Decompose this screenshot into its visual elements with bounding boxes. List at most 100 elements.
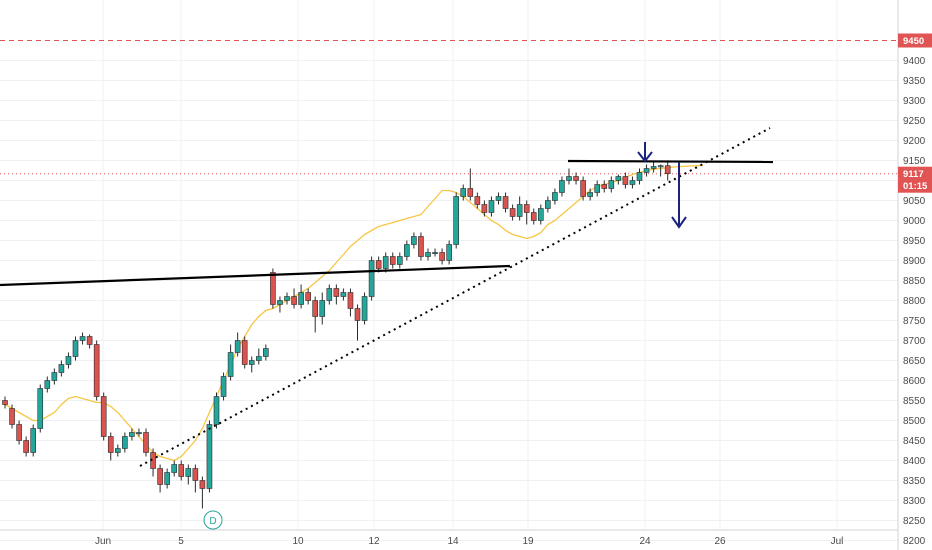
- candle-body: [23, 440, 29, 453]
- moving-average: [4, 164, 703, 462]
- candle-body: [115, 448, 121, 453]
- candle-body: [220, 376, 227, 397]
- candle-body: [263, 348, 269, 357]
- candle-body: [608, 180, 615, 189]
- candle-body: [439, 252, 445, 261]
- chart-grid: [0, 0, 898, 541]
- candle-body: [277, 300, 283, 305]
- x-tick-label: 24: [639, 536, 651, 547]
- candle-body: [213, 396, 220, 425]
- candle-body: [594, 184, 601, 193]
- x-tick-label: 26: [714, 536, 726, 547]
- candle-body: [615, 176, 622, 181]
- candle-body: [72, 340, 79, 357]
- target-arrow-icon: [671, 162, 687, 229]
- neckline: [567, 159, 774, 164]
- candle-body: [537, 208, 544, 221]
- y-tick-label: 8700: [903, 336, 926, 347]
- y-tick-label: 9150: [903, 156, 926, 167]
- candle-body: [129, 432, 135, 437]
- resistance-badge-label: 9450: [903, 36, 924, 47]
- y-tick-label: 8500: [903, 416, 926, 427]
- candle-body: [9, 408, 15, 425]
- trend-drawings: [0, 127, 774, 467]
- candle-body: [44, 380, 51, 389]
- x-tick-label: 10: [292, 536, 304, 547]
- candle-body: [580, 180, 586, 197]
- candle-body: [404, 244, 410, 257]
- candle-body: [65, 356, 72, 365]
- candle-body: [495, 196, 502, 201]
- candle-body: [171, 464, 177, 473]
- x-tick-label: 19: [522, 536, 534, 547]
- candle-body: [643, 168, 650, 173]
- dotted-trendline: [139, 127, 771, 467]
- candle-body: [425, 252, 431, 257]
- candle-body: [157, 468, 163, 485]
- candle-body: [509, 208, 516, 217]
- candle-body: [530, 212, 537, 221]
- candle-body: [432, 252, 438, 255]
- countdown-label: 01:15: [903, 181, 928, 192]
- candle-body: [664, 165, 671, 174]
- candle-body: [389, 256, 396, 265]
- candle-body: [481, 204, 488, 213]
- y-tick-label: 8250: [903, 516, 926, 527]
- candle-body: [587, 192, 593, 197]
- x-tick-label: 14: [447, 536, 459, 547]
- y-tick-label: 8750: [903, 316, 926, 327]
- candle-body: [270, 272, 276, 305]
- candle-body: [319, 300, 326, 317]
- candle-body: [411, 236, 417, 245]
- candle-body: [622, 176, 629, 185]
- candle-body: [248, 360, 255, 365]
- candle-body: [199, 480, 206, 489]
- candle-body: [354, 308, 361, 321]
- candle-body: [178, 464, 185, 477]
- x-tick-label: 12: [368, 536, 380, 547]
- y-tick-label: 9250: [903, 116, 926, 127]
- interval-label: D: [209, 516, 216, 527]
- candle-body: [467, 188, 474, 197]
- candle-body: [488, 200, 495, 213]
- candle-body: [573, 176, 579, 181]
- x-tick-label: Jun: [95, 536, 111, 547]
- last-price-label: 9117: [903, 169, 924, 180]
- candle-body: [206, 424, 213, 489]
- candle-body: [227, 352, 234, 377]
- candle-body: [305, 292, 311, 301]
- interval-badge[interactable]: D: [203, 510, 223, 530]
- candle-body: [629, 180, 636, 185]
- candle-body: [58, 364, 65, 373]
- candle-body: [382, 256, 389, 269]
- candle-body: [552, 192, 558, 201]
- candle-body: [368, 260, 375, 297]
- candle-body: [100, 396, 107, 437]
- candle-body: [143, 432, 149, 453]
- candle-body: [347, 292, 354, 309]
- candle-body: [298, 292, 304, 305]
- candle-body: [474, 196, 481, 205]
- y-tick-label: 8550: [903, 396, 926, 407]
- x-tick-label: 5: [178, 536, 184, 547]
- candle-body: [340, 292, 347, 297]
- candle-body: [150, 452, 156, 469]
- candle-body: [136, 432, 142, 435]
- y-tick-label: 9300: [903, 96, 926, 107]
- y-tick-label: 8600: [903, 376, 926, 387]
- candle-body: [516, 204, 523, 217]
- candlesticks: [2, 160, 671, 509]
- candle-body: [51, 372, 58, 381]
- candle-body: [30, 428, 37, 453]
- y-tick-label: 9050: [903, 196, 926, 207]
- x-tick-label: Jul: [831, 536, 844, 547]
- candle-body: [241, 340, 248, 365]
- y-tick-label: 8300: [903, 496, 926, 507]
- candle-body: [545, 200, 551, 209]
- y-tick-label: 8850: [903, 276, 926, 287]
- ma-line: [4, 164, 703, 462]
- candle-body: [502, 196, 509, 209]
- candle-body: [255, 356, 262, 361]
- candle-body: [192, 468, 199, 481]
